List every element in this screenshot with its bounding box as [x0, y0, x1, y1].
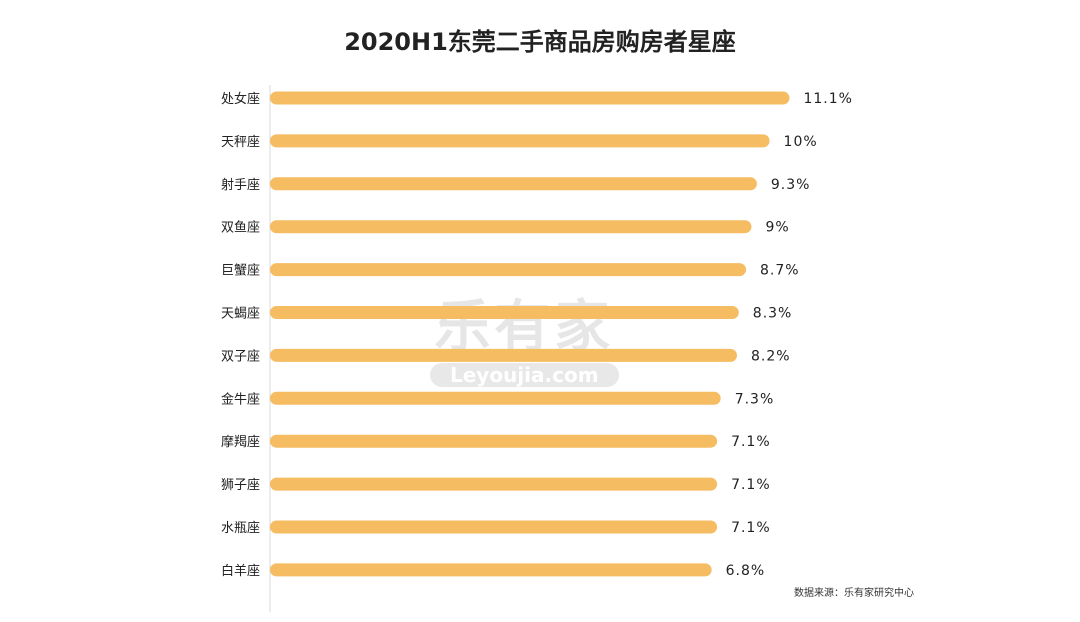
- bar: [270, 477, 718, 491]
- category-label: 水瓶座: [221, 521, 260, 536]
- category-label: 金牛座: [221, 391, 260, 407]
- value-label: 8.7%: [760, 263, 800, 279]
- value-label: 8.3%: [753, 306, 793, 322]
- bar: [270, 520, 718, 534]
- category-label: 处女座: [221, 91, 260, 107]
- category-label: 天蝎座: [221, 307, 260, 322]
- bar: [270, 177, 757, 191]
- watermark-domain: Leyoujia.com: [430, 363, 619, 387]
- category-label: 射手座: [221, 177, 260, 193]
- source-note: 数据来源：乐有家研究中心: [794, 588, 914, 599]
- bar: [270, 434, 718, 448]
- category-label: 双鱼座: [221, 220, 260, 236]
- bar: [270, 134, 770, 148]
- value-label: 7.1%: [731, 520, 771, 536]
- bar: [270, 306, 739, 319]
- value-label: 9%: [765, 220, 789, 236]
- value-label: 6.8%: [726, 563, 766, 579]
- category-label: 狮子座: [221, 478, 260, 493]
- bar: [270, 91, 790, 105]
- value-label: 9.3%: [771, 177, 811, 193]
- category-label: 白羊座: [221, 563, 260, 579]
- value-label: 11.1%: [803, 91, 852, 107]
- category-label: 巨蟹座: [221, 264, 260, 279]
- chart-title: 2020H1东莞二手商品房购房者星座: [344, 28, 736, 56]
- category-label: 摩羯座: [221, 434, 260, 450]
- bar: [270, 348, 737, 362]
- value-label: 7.1%: [731, 434, 771, 450]
- category-label: 天秤座: [221, 135, 260, 150]
- bar: [270, 220, 752, 234]
- value-label: 8.2%: [751, 348, 791, 364]
- bar: [270, 563, 712, 577]
- bar: [270, 391, 721, 405]
- category-label: 双子座: [221, 349, 260, 364]
- value-label: 10%: [784, 134, 818, 150]
- value-label: 7.1%: [731, 477, 771, 493]
- bar: [270, 263, 747, 277]
- value-label: 7.3%: [735, 391, 775, 407]
